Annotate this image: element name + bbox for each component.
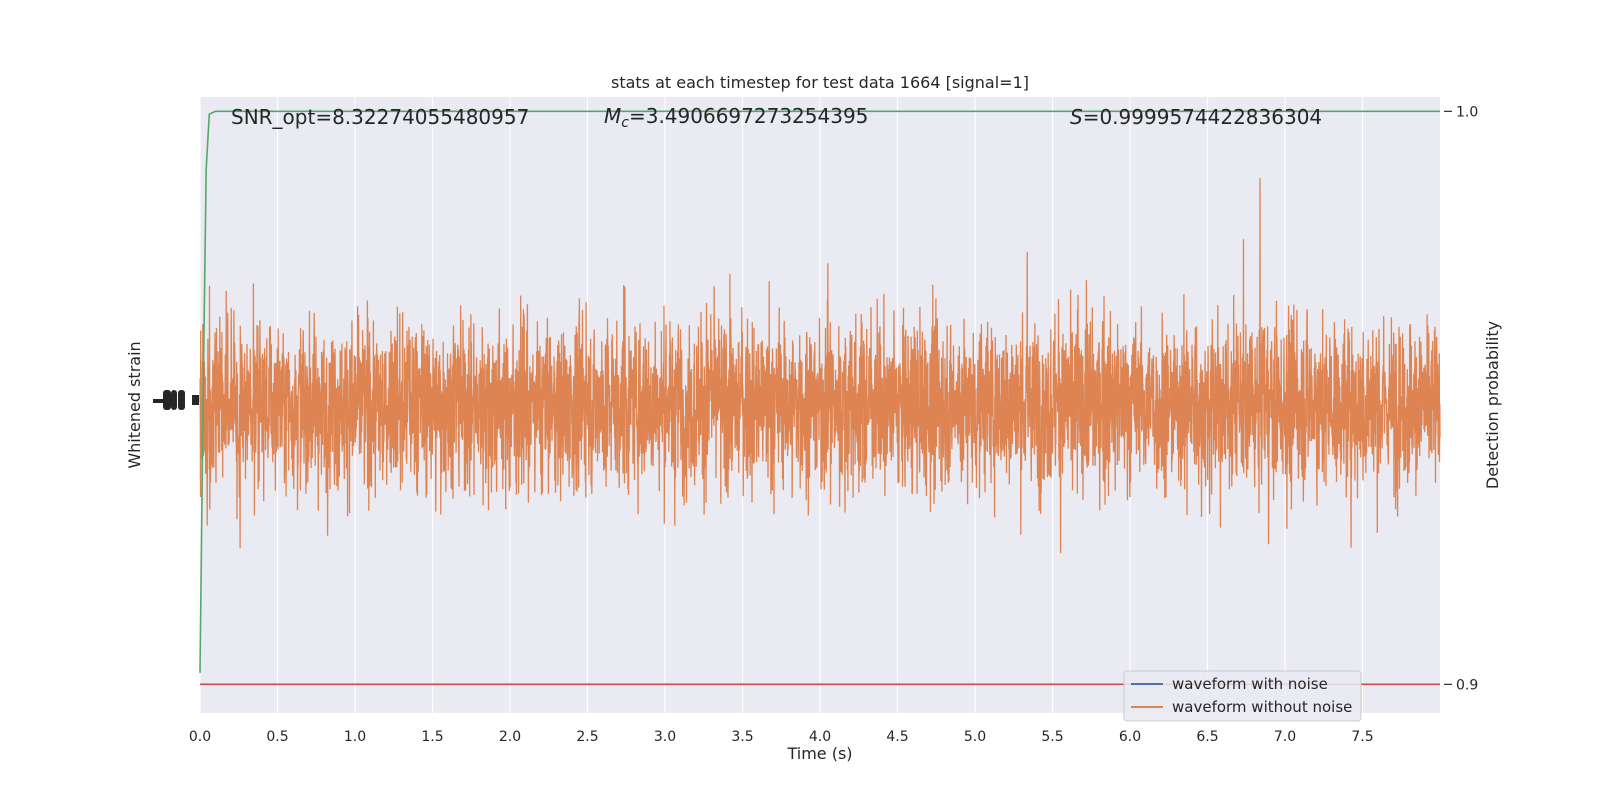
x-axis-label: Time (s) [786,744,852,763]
legend-label-without-noise: waveform without noise [1172,698,1352,716]
right-y-axis-label: Detection probability [1483,321,1502,489]
x-tick-label: 7.5 [1351,729,1373,745]
x-tick-label: 1.0 [344,729,366,745]
x-tick-label: 4.0 [809,729,831,745]
chirp-mass-annotation: Mc=3.4906697273254395 [604,104,868,131]
x-tick-label: 6.0 [1119,729,1141,745]
left-y-axis-tick-cluster [153,390,199,410]
x-tick-label: 3.0 [654,729,676,745]
waveform-without-noise-line [199,178,1441,554]
x-tick-label: 3.5 [731,729,753,745]
right-y-tick-label: 1.0 [1456,104,1478,120]
detection-probability-line [199,110,1440,673]
x-tick-label: 1.5 [421,729,443,745]
left-y-axis-label: Whitened strain [125,341,144,468]
x-tick-label: 6.5 [1196,729,1218,745]
right-y-axis-ticks: 0.9 1.0 [1444,104,1478,693]
legend: waveform with noise waveform without noi… [1123,670,1362,722]
x-tick-label: 4.5 [886,729,908,745]
right-y-tick-label: 0.9 [1456,677,1478,693]
x-tick-label: 7.0 [1274,729,1296,745]
x-tick-label: 0.0 [189,729,211,745]
x-tick-label: 5.0 [964,729,986,745]
x-axis-ticks: 0.0 0.5 1.0 1.5 2.0 2.5 3.0 3.5 4.0 4.5 5.0 5.5 6.0 6… [189,729,1374,745]
x-tick-label: 2.0 [499,729,521,745]
significance-annotation: S=0.9999574422836304 [1070,105,1322,129]
snr-annotation: SNR_opt=8.32274055480957 [231,105,529,129]
waveform-without-noise-path [199,178,1441,554]
chart-title: stats at each timestep for test data 166… [611,73,1029,92]
legend-label-with-noise: waveform with noise [1172,675,1328,693]
x-tick-label: 5.5 [1041,729,1063,745]
legend-box [1123,670,1362,722]
x-tick-label: 2.5 [576,729,598,745]
x-tick-label: 0.5 [266,729,288,745]
